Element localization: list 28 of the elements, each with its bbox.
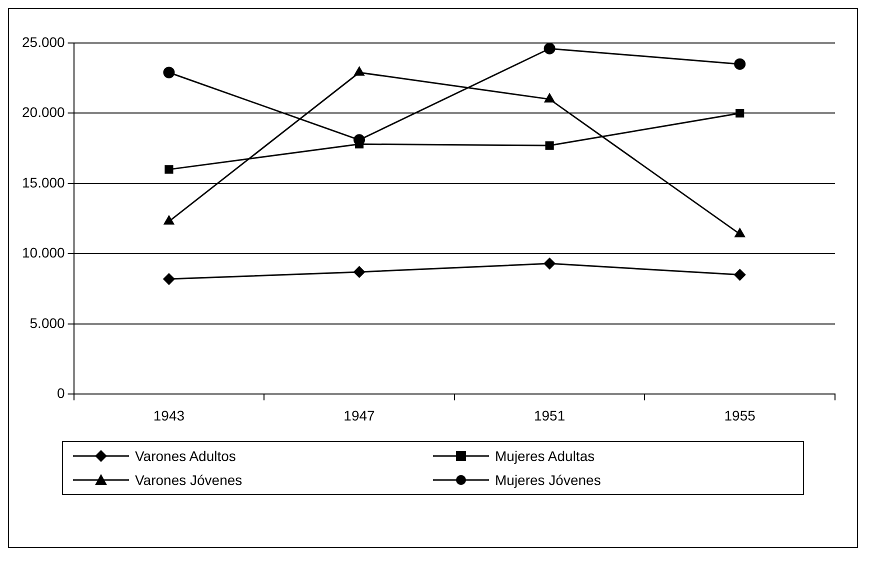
x-tick-label: 1951 xyxy=(534,407,566,424)
point xyxy=(734,228,745,238)
legend-label: Varones Jóvenes xyxy=(135,472,242,488)
point xyxy=(544,43,556,54)
point xyxy=(545,141,554,150)
point xyxy=(736,108,744,118)
y-tick-label: 20.000 xyxy=(22,104,66,120)
legend-label: Varones Adultos xyxy=(135,448,236,464)
x-tick-label: 1955 xyxy=(724,407,756,424)
y-tick-label: 15.000 xyxy=(22,174,66,190)
point xyxy=(734,58,746,70)
point xyxy=(544,258,556,270)
point xyxy=(544,93,555,102)
point xyxy=(354,66,364,76)
point xyxy=(164,165,174,174)
x-tick-label: 1943 xyxy=(153,407,185,424)
legend-label: Mujeres Jóvenes xyxy=(495,472,601,488)
y-tick-label: 10.000 xyxy=(22,244,66,261)
x-tick-label: 1947 xyxy=(344,407,376,424)
legend-label: Mujeres Adultas xyxy=(495,448,595,464)
y-tick-label: 0 xyxy=(57,385,66,402)
point xyxy=(734,269,746,281)
point xyxy=(163,273,175,285)
y-tick-label: 5.000 xyxy=(30,314,66,331)
point xyxy=(164,216,174,225)
point xyxy=(163,66,175,78)
y-tick-label: 25.000 xyxy=(22,34,66,50)
point xyxy=(354,266,366,278)
